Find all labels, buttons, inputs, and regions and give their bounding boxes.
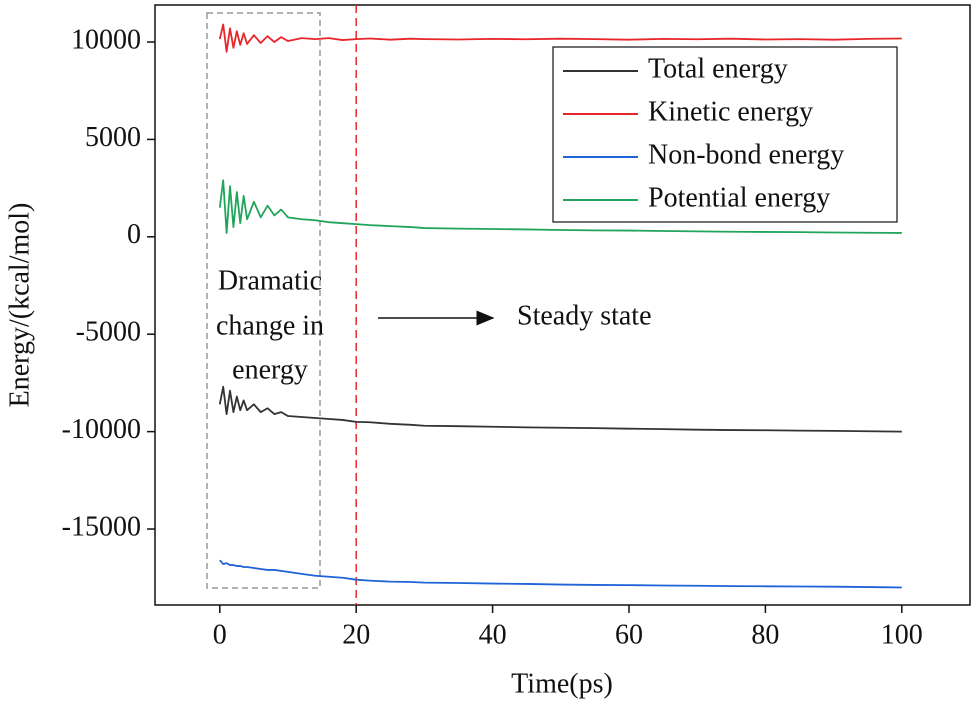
legend-label: Non-bond energy [648, 139, 844, 170]
x-tick-label: 80 [751, 619, 779, 650]
x-axis-label: Time(ps) [511, 668, 613, 699]
annotation: energy [232, 354, 308, 385]
y-tick-label: 5000 [85, 122, 141, 153]
legend: Total energy Kinetic energy Non-bond energ… [552, 46, 898, 223]
y-tick-label: 10000 [71, 24, 141, 55]
highlight-box [206, 12, 321, 589]
legend-frame [552, 46, 898, 223]
y-axis-label: Energy/(kcal/mol) [4, 203, 35, 408]
series-line [218, 385, 902, 433]
annotation: Steady state [517, 300, 652, 331]
y-tick-label: -10000 [62, 414, 141, 445]
legend-label: Kinetic energy [648, 96, 813, 127]
series-line [218, 179, 902, 234]
y-tick-label: 0 [127, 219, 141, 250]
annotation: change in [216, 310, 324, 341]
x-tick-label: 0 [213, 619, 227, 650]
y-tick-label: -5000 [76, 317, 141, 348]
x-tick-label: 40 [479, 619, 507, 650]
x-tick-label: 60 [615, 619, 643, 650]
plot-frame [154, 4, 971, 606]
y-tick-label: -15000 [62, 511, 141, 542]
legend-label: Potential energy [648, 182, 830, 213]
legend-label: Total energy [648, 53, 788, 84]
series-line [219, 559, 902, 589]
series-line [218, 23, 902, 53]
x-tick-label: 20 [342, 619, 370, 650]
annotation: Dramatic [218, 265, 322, 296]
x-tick-label: 100 [881, 619, 923, 650]
